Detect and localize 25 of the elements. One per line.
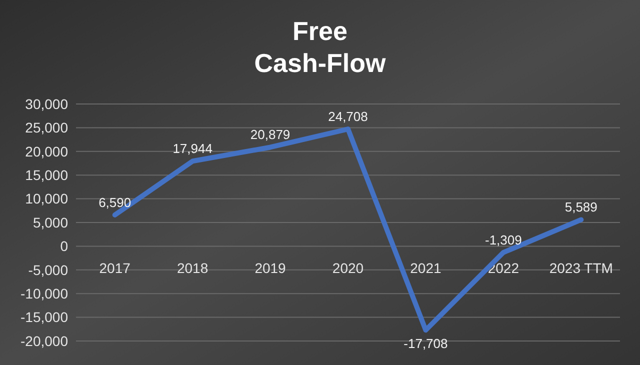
data-label: 17,944: [172, 141, 212, 156]
x-tick-label: 2019: [254, 260, 286, 276]
x-tick-label: 2017: [99, 260, 131, 276]
y-tick-label: 15,000: [25, 167, 68, 183]
x-tick-label: 2021: [410, 260, 442, 276]
data-label: 24,708: [328, 109, 368, 124]
data-label: 5,589: [564, 200, 598, 215]
data-label: -1,309: [484, 232, 522, 248]
x-tick-label: 2023 TTM: [549, 260, 613, 276]
x-tick-label: 2018: [176, 260, 208, 276]
y-tick-label: 5,000: [32, 214, 68, 230]
y-tick-label: -10,000: [20, 286, 68, 302]
y-tick-label: -5,000: [28, 262, 68, 278]
y-tick-label: 25,000: [25, 120, 68, 136]
y-tick-label: -15,000: [20, 309, 68, 326]
data-label: 6,590: [98, 194, 132, 210]
y-tick-label: -20,000: [20, 332, 68, 349]
chart-title: Free Cash-Flow: [254, 16, 386, 78]
y-tick-label: 20,000: [25, 143, 68, 160]
data-label: -17,708: [404, 336, 448, 352]
y-tick-label: 30,000: [25, 96, 68, 112]
y-tick-label: 10,000: [25, 190, 68, 207]
y-tick-label: 0: [60, 238, 68, 254]
x-tick-label: 2020: [332, 260, 364, 276]
data-label: 20,879: [250, 127, 290, 142]
